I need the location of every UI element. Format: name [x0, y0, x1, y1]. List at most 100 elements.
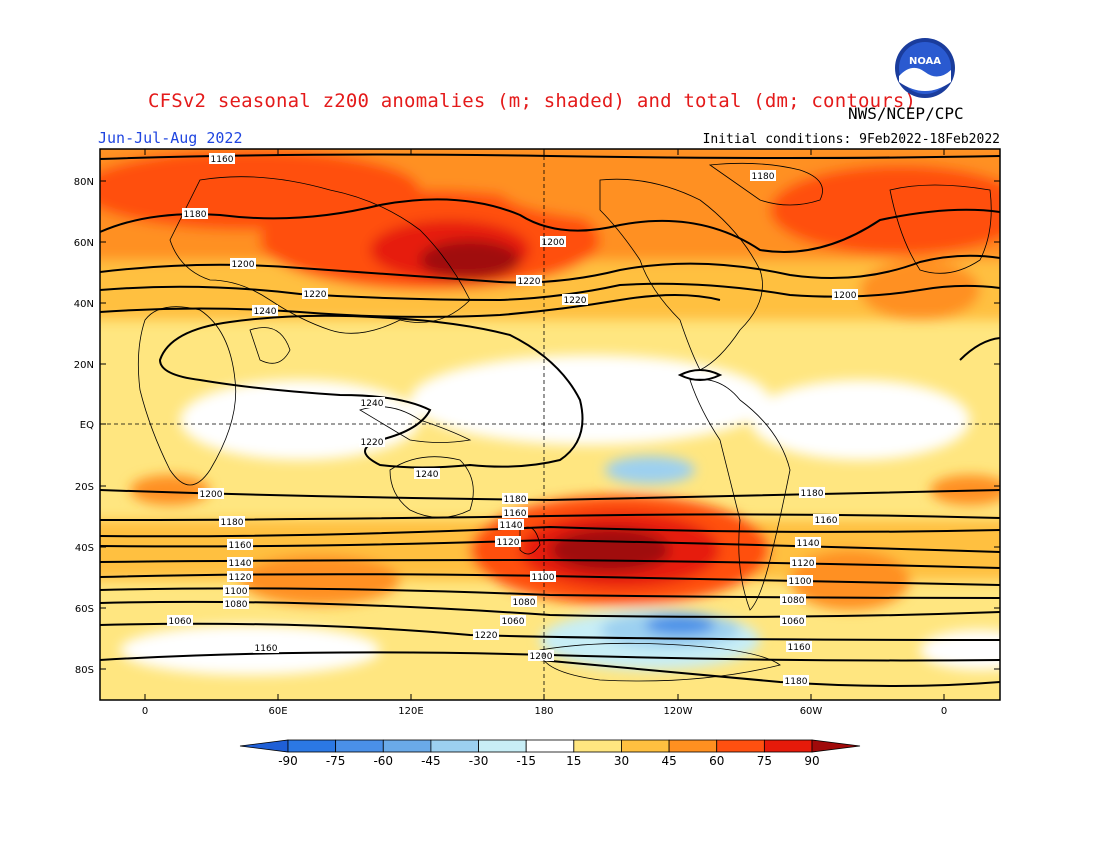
contour-label: 1180: [750, 170, 776, 182]
svg-text:1120: 1120: [497, 538, 520, 548]
svg-text:1160: 1160: [255, 644, 278, 654]
contour-label: 1200: [198, 488, 224, 500]
contour-label: 1080: [511, 596, 537, 608]
svg-text:1080: 1080: [225, 600, 248, 610]
colorbar-box: [668, 739, 718, 753]
contour-label: 1160: [209, 153, 235, 165]
svg-text:1240: 1240: [254, 307, 277, 317]
colorbar-label: 90: [804, 754, 819, 768]
svg-text:1200: 1200: [542, 238, 565, 248]
contour-label: 1160: [813, 514, 839, 526]
lon-label: 180: [534, 706, 553, 717]
map-title: CFSv2 seasonal z200 anomalies (m; shaded…: [148, 90, 917, 112]
contour-label: 1200: [540, 236, 566, 248]
lon-label: 0: [142, 706, 148, 717]
lon-label: 60E: [268, 706, 287, 717]
lon-label: 60W: [800, 706, 823, 717]
colorbar-box: [478, 739, 527, 753]
coastlines: [137, 162, 992, 682]
svg-text:1060: 1060: [169, 617, 192, 627]
svg-text:1140: 1140: [229, 559, 252, 569]
svg-text:1120: 1120: [792, 559, 815, 569]
contour-label: 1160: [253, 642, 279, 654]
colorbar-box: [763, 739, 813, 753]
lon-axis: 0 60E 120E 180 120W 60W 0: [142, 149, 947, 717]
colorbar-box: [287, 739, 337, 753]
lat-label: 60N: [74, 238, 94, 249]
colorbar-label: 75: [757, 754, 772, 768]
colorbar-box: [430, 739, 479, 753]
colorbar-label: 15: [566, 754, 581, 768]
svg-text:1180: 1180: [221, 518, 244, 528]
svg-text:1200: 1200: [232, 260, 255, 270]
lat-label: 40N: [74, 299, 94, 310]
svg-text:1080: 1080: [513, 598, 536, 608]
lat-label: 20S: [75, 482, 94, 493]
contour-label: 1160: [502, 507, 528, 519]
contour-label: 1240: [414, 468, 440, 480]
contour-label: 1200: [230, 258, 256, 270]
colorbar-box: [621, 739, 670, 753]
svg-text:1180: 1180: [184, 210, 207, 220]
contour-label-group: 1160 1180 1200 1220 1240 1240 1240 1220 1200 1180…: [167, 153, 858, 687]
svg-text:1060: 1060: [782, 617, 805, 627]
colorbar-label: -15: [516, 754, 536, 768]
contour-label: 1100: [787, 575, 813, 587]
contour-label: 1140: [498, 519, 524, 531]
contour-label: 1240: [359, 397, 385, 409]
colorbar-box: [716, 739, 765, 753]
contour-label: 1220: [473, 629, 499, 641]
contour-label: 1120: [790, 557, 816, 569]
agency-label: NWS/NCEP/CPC: [848, 104, 964, 123]
svg-text:1180: 1180: [752, 172, 775, 182]
contour-label: 1220: [562, 294, 588, 306]
svg-text:1100: 1100: [225, 587, 248, 597]
contour-label: 1140: [227, 557, 253, 569]
noaa-logo: NOAA: [895, 38, 955, 98]
svg-text:1160: 1160: [211, 155, 234, 165]
svg-text:1160: 1160: [788, 643, 811, 653]
lon-label: 120E: [398, 706, 423, 717]
colorbar-label: -45: [421, 754, 441, 768]
colorbar-label: -60: [373, 754, 393, 768]
contour-label: 1180: [182, 208, 208, 220]
svg-text:1120: 1120: [229, 573, 252, 583]
contour-label: 1100: [223, 585, 249, 597]
svg-text:1180: 1180: [801, 489, 824, 499]
contour-label: 1220: [359, 436, 385, 448]
lat-label: 40S: [75, 543, 94, 554]
svg-text:1160: 1160: [504, 509, 527, 519]
contour-label: 1180: [783, 675, 809, 687]
lat-label: 80S: [75, 665, 94, 676]
colorbar-box: [382, 739, 432, 753]
colorbar-label: -30: [469, 754, 489, 768]
svg-text:1220: 1220: [304, 290, 327, 300]
lat-label: EQ: [80, 420, 94, 431]
contour-label: 1100: [530, 571, 556, 583]
colorbar-box: [335, 739, 384, 753]
svg-text:1200: 1200: [530, 652, 553, 662]
svg-text:1100: 1100: [789, 577, 812, 587]
contour-label: 1200: [832, 289, 858, 301]
colorbar: -90 -75 -60 -45 -30 -15 15 30 45 60 75 90: [239, 739, 861, 768]
contour-label: 1180: [219, 516, 245, 528]
contour-label: 1060: [500, 615, 526, 627]
svg-text:1220: 1220: [518, 277, 541, 287]
svg-text:1160: 1160: [229, 541, 252, 551]
contour-label: 1220: [302, 288, 328, 300]
contour-label: 1120: [227, 571, 253, 583]
lon-label: 120W: [664, 706, 693, 717]
colorbar-label: 60: [709, 754, 724, 768]
svg-text:1220: 1220: [564, 296, 587, 306]
svg-text:1240: 1240: [416, 470, 439, 480]
svg-text:1080: 1080: [782, 596, 805, 606]
contour-label: 1160: [786, 641, 812, 653]
contour-label: 1200: [528, 650, 554, 662]
noaa-logo-text: NOAA: [909, 56, 941, 67]
lat-label: 80N: [74, 177, 94, 188]
colorbar-label: -90: [278, 754, 298, 768]
colorbar-box: [525, 739, 575, 753]
contour-label: 1140: [795, 537, 821, 549]
svg-text:1200: 1200: [200, 490, 223, 500]
